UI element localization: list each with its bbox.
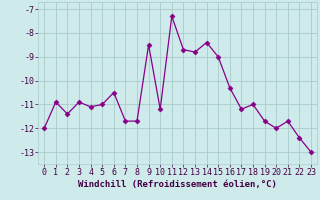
X-axis label: Windchill (Refroidissement éolien,°C): Windchill (Refroidissement éolien,°C) <box>78 180 277 189</box>
